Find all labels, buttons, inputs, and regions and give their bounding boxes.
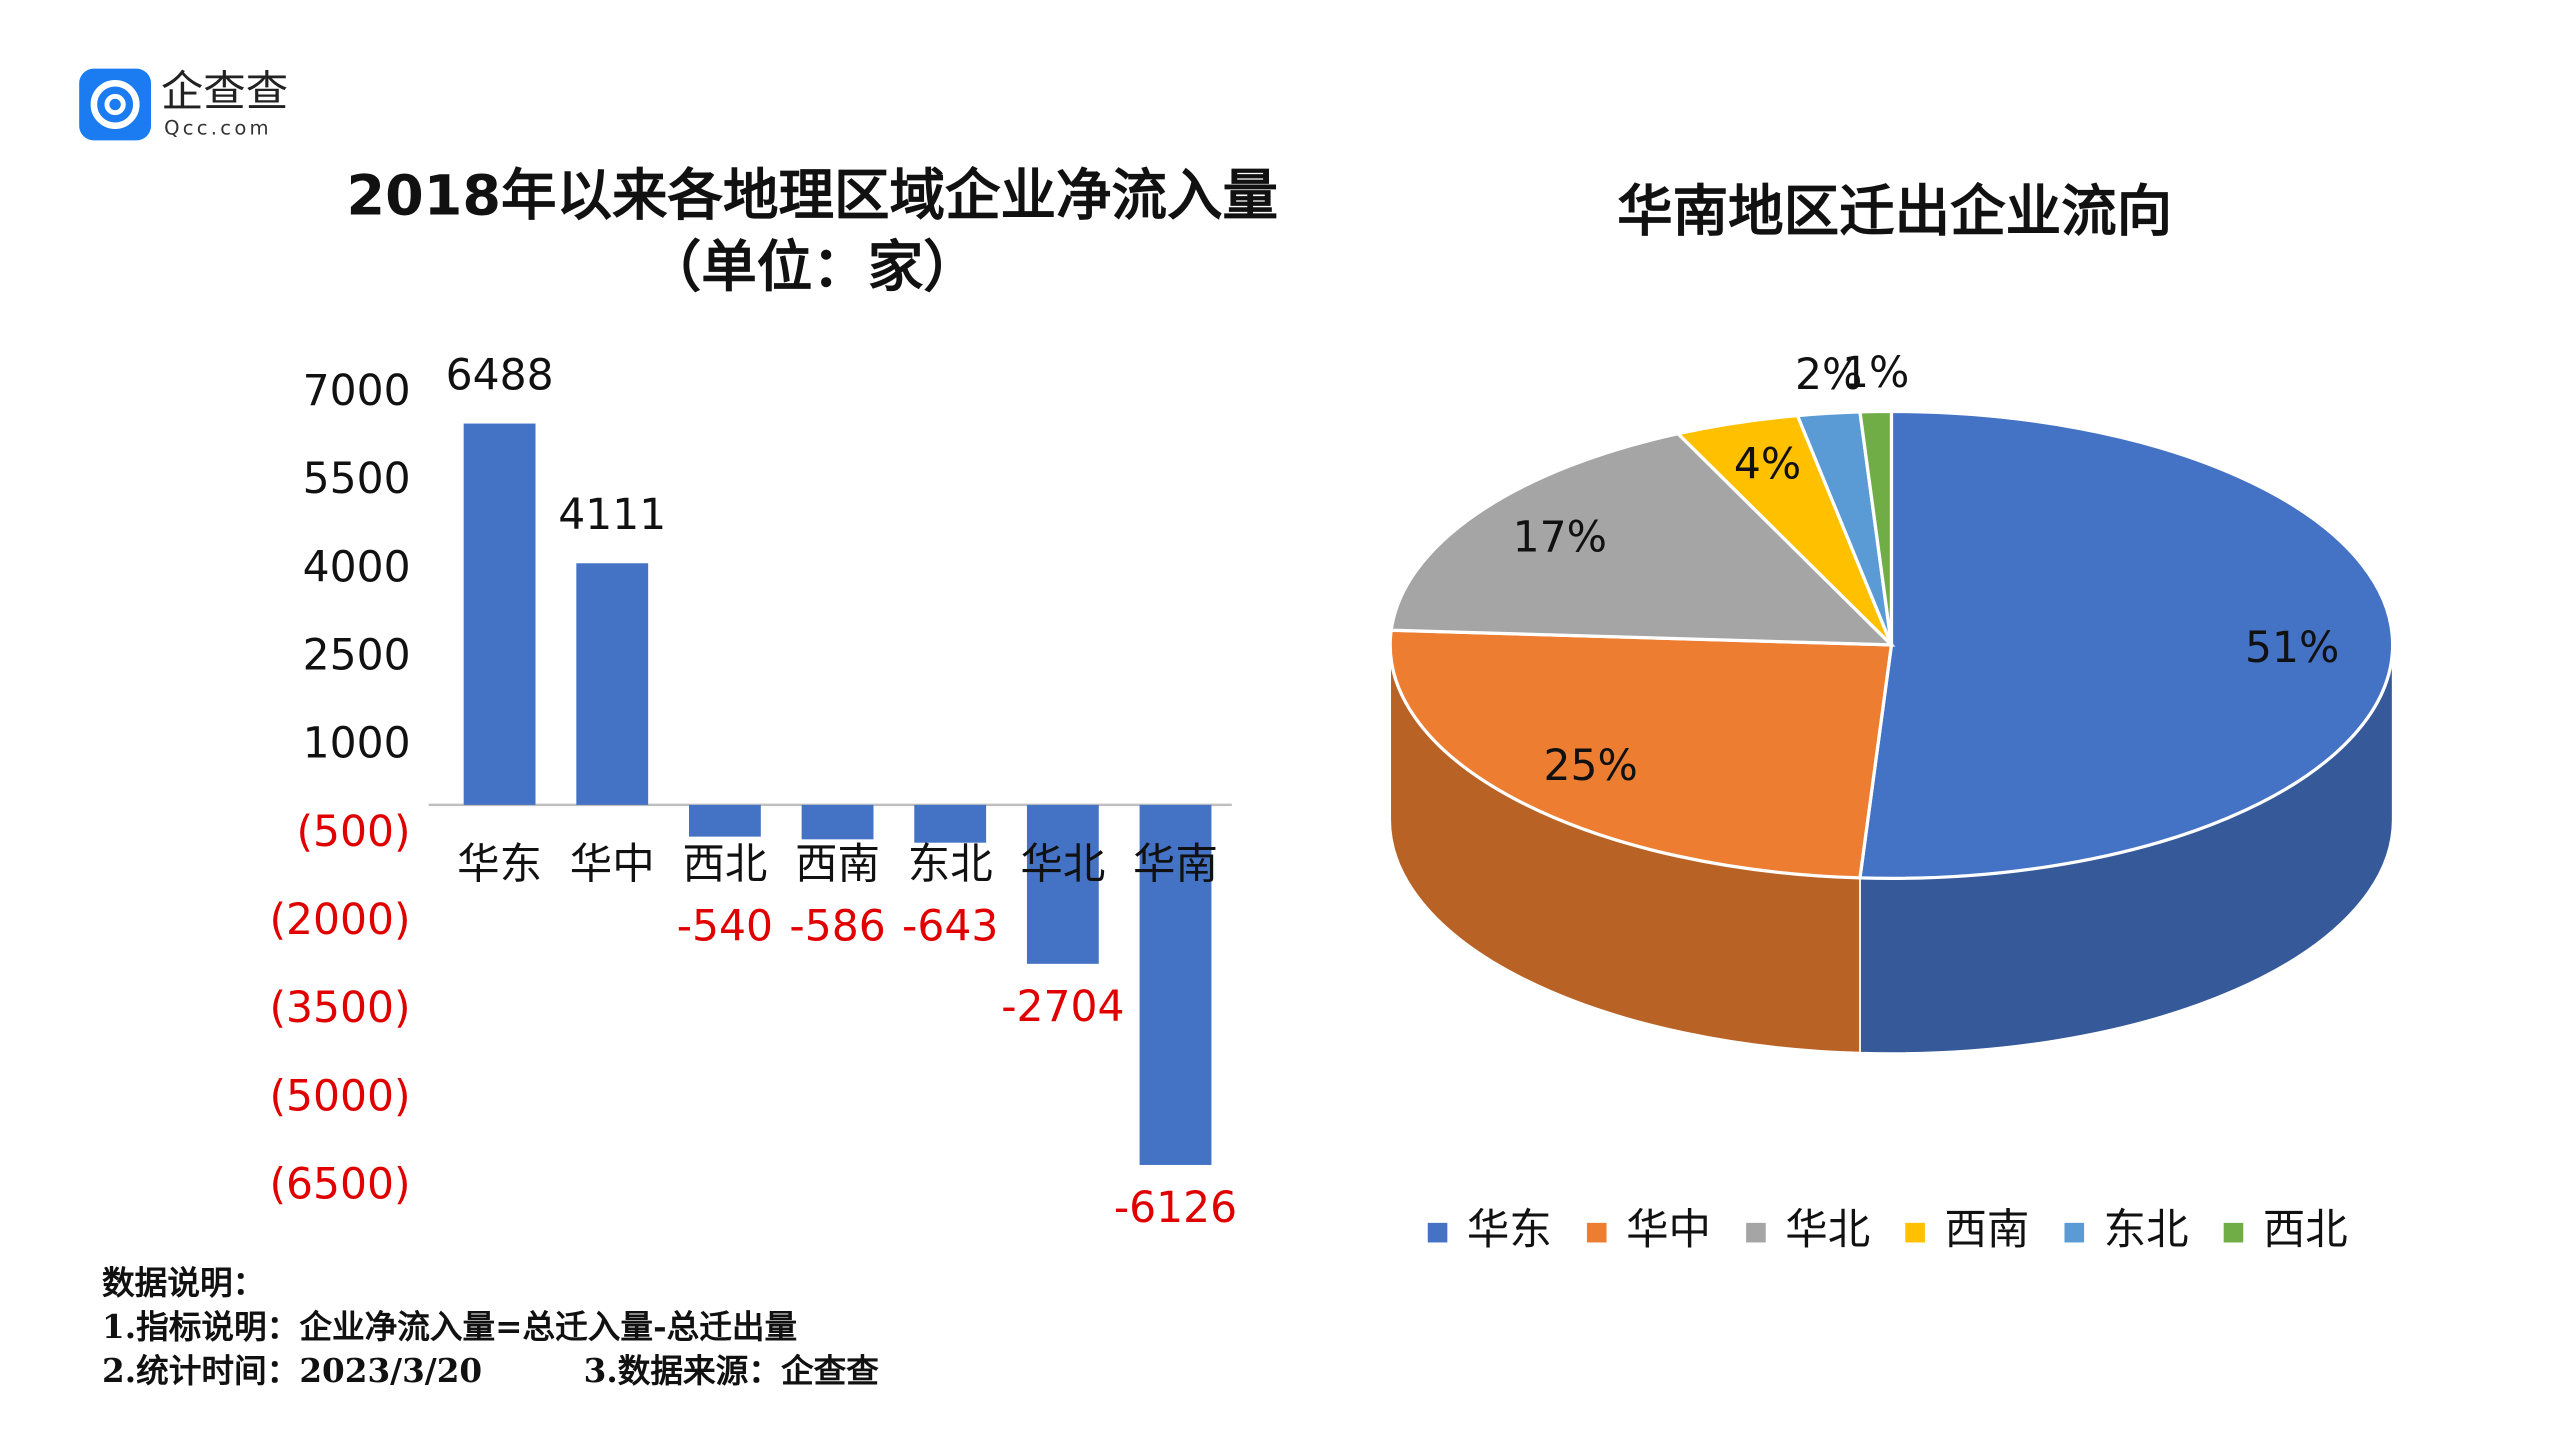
legend-swatch xyxy=(1586,1222,1607,1243)
x-tick-label: 华南 xyxy=(1133,840,1218,889)
legend-swatch xyxy=(1905,1222,1925,1243)
legend-swatch xyxy=(1746,1222,1766,1243)
legend-label: 华东 xyxy=(1467,1206,1552,1255)
logo-domain: Qcc.com xyxy=(164,116,272,139)
data-label: 2% xyxy=(1795,351,1862,400)
bar xyxy=(801,804,874,840)
legend-label: 西北 xyxy=(2263,1206,2348,1255)
data-label: 51% xyxy=(2245,624,2339,673)
y-tick-label: 1000 xyxy=(303,720,411,769)
y-tick-label: 4000 xyxy=(303,543,411,592)
bar xyxy=(463,423,536,805)
legend-label: 华北 xyxy=(1785,1206,1870,1255)
pie-slice xyxy=(1389,431,1896,647)
data-label: 25% xyxy=(1543,742,1637,791)
pie-slice xyxy=(1858,409,2395,880)
bar xyxy=(1026,804,1099,964)
x-tick-label: 华北 xyxy=(1020,840,1105,889)
data-label: -643 xyxy=(902,902,998,951)
legend-label: 西南 xyxy=(1944,1206,2029,1255)
data-label: 1% xyxy=(1842,349,1909,398)
bar xyxy=(1139,804,1212,1165)
y-tick-label: (3500) xyxy=(269,984,410,1033)
pie-title: 华南地区迁出企业流向 xyxy=(1617,180,2172,245)
data-label: -6126 xyxy=(1114,1184,1237,1233)
x-tick-label: 西北 xyxy=(682,840,767,889)
x-tick-label: 华东 xyxy=(457,840,542,889)
data-label: -586 xyxy=(789,902,885,951)
note: 3.数据来源：企查查 xyxy=(584,1351,880,1390)
logo-icon xyxy=(79,68,152,141)
data-label: 17% xyxy=(1513,513,1607,562)
logo: 企查查 Qcc.com xyxy=(79,68,288,141)
data-label: -2704 xyxy=(1001,983,1124,1032)
note: 1.指标说明：企业净流入量=总迁入量-总迁出量 xyxy=(102,1307,797,1346)
y-tick-label: 2500 xyxy=(303,631,411,680)
pie-slice xyxy=(1858,409,1894,646)
legend-swatch xyxy=(1427,1222,1448,1243)
pie-slice xyxy=(1388,628,1894,880)
legend-swatch xyxy=(2064,1222,2085,1243)
bar-subtitle: （单位：家） xyxy=(646,235,979,300)
data-label: -540 xyxy=(677,902,773,951)
y-tick-label: 7000 xyxy=(303,367,411,416)
data-label: 4111 xyxy=(558,491,666,540)
logo-icon-core xyxy=(104,93,126,116)
bar-title: 2018年以来各地理区域企业净流入量 xyxy=(347,163,1278,228)
y-tick-label: (6500) xyxy=(269,1160,410,1209)
legend-label: 华中 xyxy=(1626,1206,1711,1255)
bar xyxy=(914,804,987,843)
data-label: 6488 xyxy=(446,351,554,400)
y-tick-label: (2000) xyxy=(269,896,410,945)
notes: 数据说明： 1.指标说明：企业净流入量=总迁入量-总迁出量 2.统计时间：202… xyxy=(102,1263,879,1390)
y-tick-label: (500) xyxy=(296,808,410,857)
note: 2.统计时间：2023/3/20 xyxy=(102,1351,482,1390)
y-tick-label: 5500 xyxy=(303,455,411,504)
logo-name: 企查查 xyxy=(161,68,288,117)
x-tick-label: 西南 xyxy=(795,840,880,889)
note: 数据说明： xyxy=(102,1263,265,1302)
data-label: 4% xyxy=(1734,441,1801,490)
legend-label: 东北 xyxy=(2104,1206,2189,1255)
x-tick-label: 华中 xyxy=(570,840,655,889)
legend-swatch xyxy=(2223,1222,2244,1243)
x-tick-label: 东北 xyxy=(908,840,993,889)
logo-icon-ring xyxy=(90,80,140,129)
bar xyxy=(576,563,649,805)
y-tick-label: (5000) xyxy=(269,1072,410,1121)
bar xyxy=(688,804,761,837)
